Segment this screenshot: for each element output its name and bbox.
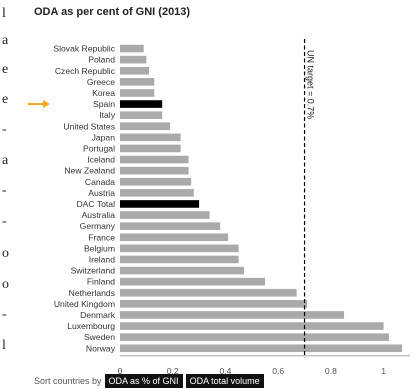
bar [120, 144, 181, 153]
bar [120, 266, 244, 275]
category-label: France [88, 232, 115, 242]
category-label: Germany [80, 221, 116, 231]
bar [120, 211, 210, 219]
category-label: DAC Total [76, 199, 115, 209]
category-label: Japan [92, 132, 116, 142]
bar [120, 100, 163, 108]
x-tick-label: 0.2 [167, 366, 179, 376]
bar [120, 322, 384, 330]
un-target-label: UN target = 0.7% [306, 50, 316, 119]
category-label: United States [63, 121, 115, 131]
left-strip-char: l [2, 6, 6, 21]
bar [120, 200, 200, 208]
category-label: Ireland [89, 254, 115, 264]
bar [120, 78, 155, 86]
category-label: Finland [87, 277, 115, 287]
category-label: Italy [99, 110, 115, 120]
category-label: Netherlands [69, 288, 115, 298]
left-strip-char: - [2, 122, 7, 137]
category-label: Portugal [83, 143, 115, 153]
category-label: Sweden [84, 332, 115, 342]
category-label: Czech Republic [55, 66, 116, 76]
bar [120, 288, 297, 297]
bar [120, 233, 229, 242]
category-label: New Zealand [64, 166, 115, 176]
category-label: Luxembourg [67, 321, 115, 331]
category-label: Greece [87, 77, 115, 87]
category-label: Iceland [87, 155, 115, 165]
bar [120, 44, 144, 53]
bar [120, 155, 189, 164]
x-tick-label: 0.8 [325, 366, 337, 376]
bar [120, 300, 308, 308]
sort-by-percent-button[interactable]: ODA as % of GNI [104, 374, 183, 388]
left-strip-char: e [2, 92, 9, 107]
bar [120, 55, 147, 64]
left-strip-char: o [2, 246, 9, 261]
chart-title: ODA as per cent of GNI (2013) [34, 6, 191, 18]
category-label: Norway [86, 343, 116, 353]
bar [120, 122, 171, 131]
category-label: Denmark [80, 310, 116, 320]
x-tick-label: 0 [118, 366, 123, 376]
x-tick-label: 1 [381, 366, 386, 376]
bar [120, 277, 265, 286]
category-label: Belgium [84, 243, 115, 253]
bar [120, 244, 239, 253]
category-label: Poland [88, 55, 115, 65]
category-label: United Kingdom [54, 299, 115, 309]
sort-controls: Sort countries by ODA as % of GNI ODA to… [34, 374, 264, 388]
left-strip-char: - [2, 183, 7, 198]
bar [120, 133, 181, 142]
bar [120, 89, 155, 97]
left-strip-char: a [2, 153, 9, 168]
bar [120, 66, 149, 75]
sort-label: Sort countries by [34, 376, 102, 386]
bar [120, 166, 189, 175]
bar [120, 111, 163, 119]
bar [120, 311, 345, 319]
sort-by-volume-button[interactable]: ODA total volume [185, 374, 264, 388]
left-strip-char: - [2, 307, 7, 322]
bar [120, 222, 221, 230]
x-tick-label: 0.6 [272, 366, 284, 376]
left-strip-char: e [2, 62, 9, 77]
category-label: Austria [88, 188, 115, 198]
bar [120, 255, 239, 264]
left-strip-char: - [2, 214, 7, 229]
bar [120, 189, 194, 197]
x-tick-label: 0.4 [219, 366, 231, 376]
arrow-icon [43, 100, 50, 109]
category-label: Slovak Republic [53, 44, 115, 54]
category-label: Canada [85, 177, 115, 187]
bar [120, 177, 192, 186]
category-label: Korea [92, 88, 115, 98]
left-strip-char: a [2, 33, 9, 48]
left-strip-char: l [2, 338, 6, 353]
category-label: Switzerland [71, 266, 116, 276]
category-label: Australia [82, 210, 116, 220]
bar [120, 344, 403, 353]
category-label: Spain [93, 99, 115, 109]
bar [120, 333, 389, 341]
left-strip-char: o [2, 277, 9, 292]
